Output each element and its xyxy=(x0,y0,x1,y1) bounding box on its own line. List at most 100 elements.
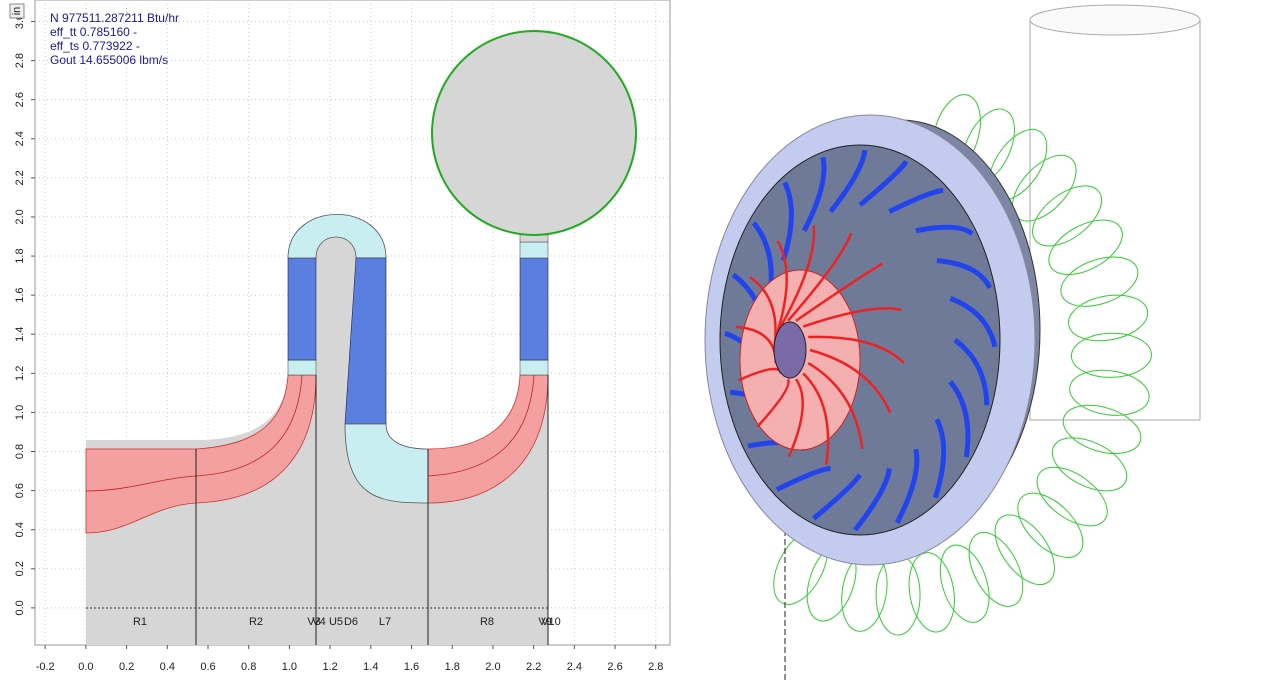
x-tick-label: 0.4 xyxy=(160,661,175,673)
x-tick-label: 2.2 xyxy=(526,661,541,673)
stations xyxy=(195,375,549,645)
vane xyxy=(853,468,892,532)
impeller-blade xyxy=(808,335,905,364)
impeller-blade xyxy=(787,378,804,458)
x-tick-label: 2.4 xyxy=(567,661,582,673)
x-tick-label: 0.0 xyxy=(78,661,93,673)
component-label: V4 xyxy=(312,616,325,628)
impeller-blade xyxy=(779,225,816,328)
y-tick-label: 1.6 xyxy=(14,287,26,302)
vane xyxy=(801,156,827,232)
y-tick-label: 2.4 xyxy=(14,131,26,146)
v10 xyxy=(519,241,549,259)
duct-ring xyxy=(939,544,990,623)
component-label: D6 xyxy=(344,616,358,628)
y-tick-label: 2.8 xyxy=(14,53,26,68)
r8-midline xyxy=(427,374,535,477)
v3 xyxy=(287,359,317,376)
component-label: V9 xyxy=(538,616,551,628)
vane xyxy=(949,295,998,348)
component-label: R1 xyxy=(133,616,147,628)
vane xyxy=(858,160,909,207)
duct-ring xyxy=(1069,369,1150,416)
y-tick-label: 1.8 xyxy=(14,248,26,263)
units-box xyxy=(9,3,25,19)
x-tick-label: 2.6 xyxy=(607,661,622,673)
vane xyxy=(812,473,863,521)
vane xyxy=(775,465,831,492)
component-label: R8 xyxy=(480,616,494,628)
component-label: V3 xyxy=(307,616,320,628)
y-tick-label: 0.8 xyxy=(14,444,26,459)
duct-ring xyxy=(1062,404,1142,455)
x-tick-label: -0.2 xyxy=(36,661,55,673)
vane xyxy=(828,149,868,214)
y-tick-label: 1.0 xyxy=(14,405,26,420)
component-label: U5 xyxy=(329,616,343,628)
impeller-blade xyxy=(795,262,884,322)
v9-blade xyxy=(519,257,549,361)
y-tick-label: 2.6 xyxy=(14,92,26,107)
duct-ring xyxy=(1068,294,1149,342)
x-tick-label: 1.0 xyxy=(282,661,297,673)
x-tick-label: 1.2 xyxy=(322,661,337,673)
impeller-blade xyxy=(802,372,830,465)
impeller-blade xyxy=(802,307,902,328)
vane xyxy=(933,418,947,499)
vane xyxy=(948,380,971,458)
duct-ring xyxy=(1036,466,1108,527)
duct-ring xyxy=(1060,256,1139,307)
vane xyxy=(894,448,920,524)
impeller-blade xyxy=(807,361,864,450)
x-tick-label: 1.8 xyxy=(445,661,460,673)
duct-ring xyxy=(1051,437,1128,492)
y-tick-label: 0.0 xyxy=(14,600,26,615)
volute xyxy=(431,30,637,236)
info-line: eff_ts 0.773922 - xyxy=(50,39,140,53)
component-label: R2 xyxy=(249,616,263,628)
vane xyxy=(780,181,794,262)
l7 xyxy=(344,423,429,504)
vane xyxy=(915,224,974,236)
info-line: eff_tt 0.785160 - xyxy=(50,25,137,39)
units: in xyxy=(11,7,23,16)
impeller-blade xyxy=(809,348,892,414)
x-tick-label: 1.4 xyxy=(363,661,378,673)
y-tick-label: 1.2 xyxy=(14,366,26,381)
r1-midline xyxy=(85,475,197,492)
y-tick-label: 2.2 xyxy=(14,170,26,185)
duct-ring xyxy=(875,554,921,636)
duct-ring xyxy=(968,531,1024,607)
duct-ring xyxy=(1070,332,1152,378)
duct-ring xyxy=(1048,219,1123,276)
duct-ring xyxy=(1017,492,1084,558)
x-tick-label: 0.8 xyxy=(241,661,256,673)
x-tick-label: 0.2 xyxy=(119,661,134,673)
info-line: N 977511.287211 Btu/hr xyxy=(50,11,179,25)
v9 xyxy=(519,359,549,376)
y-tick-label: 0.2 xyxy=(14,561,26,576)
info-line: Gout 14.655006 lbm/s xyxy=(50,53,168,67)
u5 xyxy=(287,214,387,259)
vane xyxy=(888,187,944,214)
y-tick-label: 0.6 xyxy=(14,483,26,498)
component-label: V10 xyxy=(541,616,561,628)
impeller-blade xyxy=(787,232,853,322)
impeller-blade xyxy=(756,378,790,428)
component-label: L7 xyxy=(379,616,391,628)
y-tick-label: 2.0 xyxy=(14,209,26,224)
duct-ring xyxy=(994,514,1055,586)
render-3d xyxy=(704,4,1201,680)
r2-midline xyxy=(195,374,303,477)
meridional-body xyxy=(86,214,548,645)
duct-ring xyxy=(1032,185,1102,247)
x-tick-label: 1.6 xyxy=(404,661,419,673)
y-tick-label: 1.4 xyxy=(14,327,26,342)
x-tick-label: 2.8 xyxy=(648,661,663,673)
v4 xyxy=(287,257,317,361)
duct-ring xyxy=(908,552,955,633)
x-tick-label: 2.0 xyxy=(485,661,500,673)
vane xyxy=(936,258,993,290)
x-tick-label: 0.6 xyxy=(200,661,215,673)
